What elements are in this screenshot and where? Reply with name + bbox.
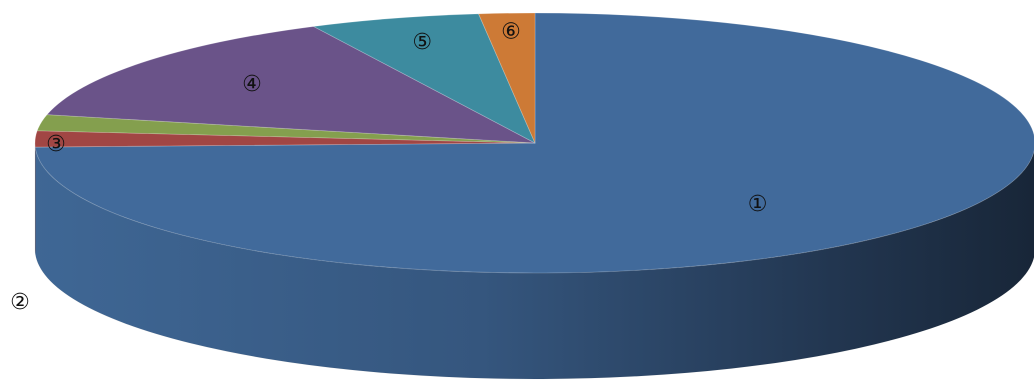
- slice-label-5: ⑤: [412, 30, 432, 55]
- pie-slice-1: [34, 12, 1034, 274]
- slice-label-2: ②: [10, 290, 30, 315]
- pie-slice-3: [36, 114, 536, 144]
- slice-label-4: ④: [242, 72, 262, 97]
- slice-label-6: ⑥: [501, 20, 521, 45]
- slice-label-3: ③: [46, 132, 66, 157]
- pie-slice-6: [477, 12, 536, 144]
- slice-label-1: ①: [748, 192, 768, 217]
- pie-label-layer: ① ② ③ ④ ⑤ ⑥: [10, 20, 767, 315]
- pie-top-layer: [34, 12, 1034, 274]
- pie-slice-5: [312, 13, 536, 144]
- pie-slice-2: [34, 130, 536, 148]
- pie-slice-4: [46, 26, 536, 144]
